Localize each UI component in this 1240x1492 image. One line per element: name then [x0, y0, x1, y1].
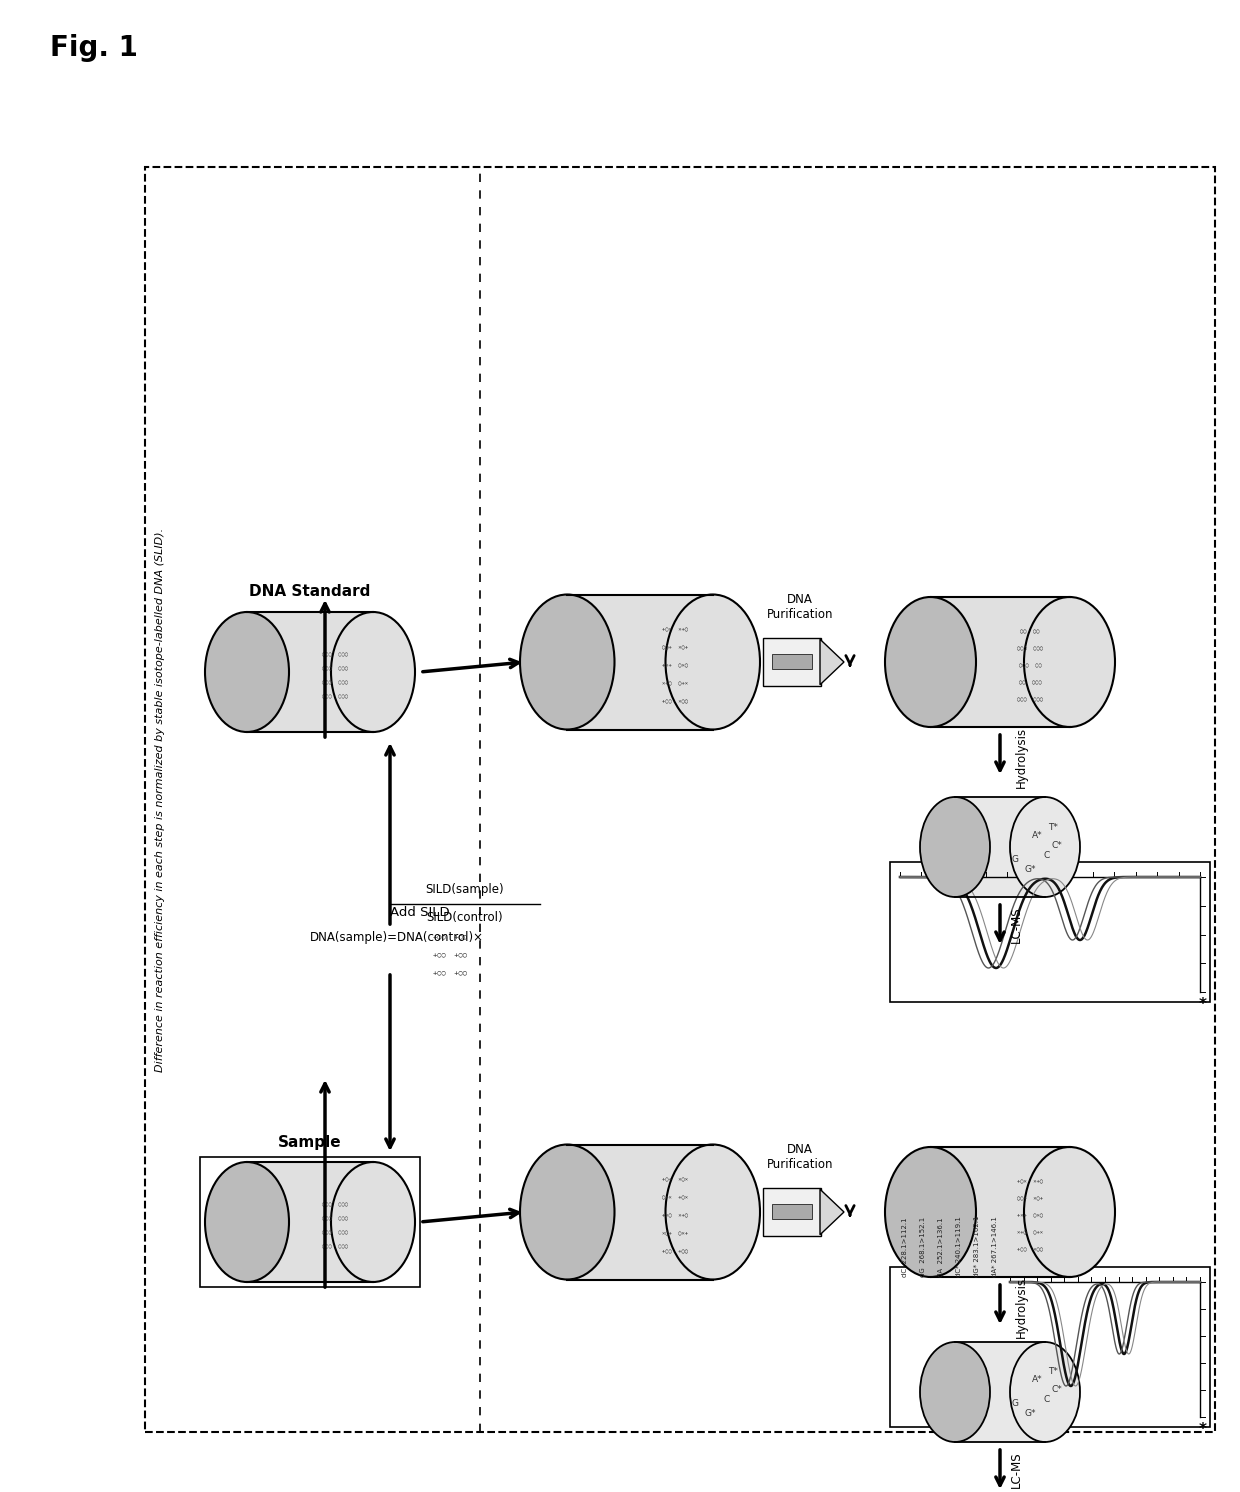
Text: A*: A*	[1032, 1376, 1043, 1385]
FancyBboxPatch shape	[890, 862, 1210, 1003]
Text: C*: C*	[1052, 840, 1063, 849]
Ellipse shape	[1024, 597, 1115, 727]
Text: ○○○  ○○○: ○○○ ○○○	[322, 1244, 348, 1249]
Text: ○○○  ○○○: ○○○ ○○○	[322, 680, 348, 685]
Text: +○○  ×○○: +○○ ×○○	[1017, 1247, 1043, 1252]
Text: +○○  ×○○: +○○ ×○○	[662, 700, 688, 704]
FancyBboxPatch shape	[200, 1156, 420, 1288]
Text: ○○○  ○○○: ○○○ ○○○	[322, 1216, 348, 1222]
Text: Difference in reaction efficiency in each step is normalized by stable isotope-l: Difference in reaction efficiency in eac…	[155, 528, 165, 1071]
Bar	[930, 597, 1069, 727]
Text: G: G	[1012, 855, 1018, 864]
Text: dG  268.1>152.1: dG 268.1>152.1	[920, 1217, 926, 1277]
Text: LC-MS: LC-MS	[1011, 907, 1023, 943]
Ellipse shape	[205, 1162, 289, 1282]
Text: +○×  ×+○: +○× ×+○	[1017, 1180, 1043, 1185]
Ellipse shape	[920, 797, 990, 897]
Text: +○○  +○○: +○○ +○○	[433, 932, 467, 938]
Text: ○○○  ○○○: ○○○ ○○○	[322, 652, 348, 658]
Text: ○○  ○○: ○○ ○○	[1021, 630, 1040, 634]
Text: +○○  +○○: +○○ +○○	[433, 968, 467, 974]
Text: G*: G*	[1024, 1410, 1035, 1419]
Text: ○○+  ×○+: ○○+ ×○+	[1017, 1197, 1043, 1201]
FancyBboxPatch shape	[763, 639, 821, 686]
Bar	[955, 1341, 1045, 1441]
Text: ○○○  ○○○: ○○○ ○○○	[1017, 646, 1043, 652]
Ellipse shape	[1024, 1147, 1115, 1277]
Text: A*: A*	[1032, 831, 1043, 840]
Ellipse shape	[331, 1162, 415, 1282]
Text: C: C	[1044, 1395, 1050, 1404]
Text: ○○○  ○○○: ○○○ ○○○	[322, 667, 348, 671]
Text: +○○  +○○: +○○ +○○	[662, 1249, 688, 1255]
Text: dA  252.1>136.1: dA 252.1>136.1	[937, 1217, 944, 1277]
Text: ○○○  ○○○: ○○○ ○○○	[1017, 697, 1043, 703]
Text: dC* 240.1>119.1: dC* 240.1>119.1	[956, 1216, 962, 1277]
FancyBboxPatch shape	[773, 653, 812, 668]
Text: ○○○  ○○○: ○○○ ○○○	[322, 1231, 348, 1235]
Text: ○○○  ○○○: ○○○ ○○○	[322, 1203, 348, 1207]
Text: +×+  ○×○: +×+ ○×○	[1017, 1213, 1043, 1219]
Text: LC-MS: LC-MS	[1011, 1452, 1023, 1489]
Text: Hydrolysis: Hydrolysis	[1016, 727, 1028, 788]
Text: Sample: Sample	[278, 1134, 342, 1149]
Bar	[955, 797, 1045, 897]
Text: T*: T*	[1048, 822, 1058, 831]
Ellipse shape	[331, 612, 415, 733]
Text: dC  228.1>112.1: dC 228.1>112.1	[901, 1217, 908, 1277]
Text: Hydrolysis: Hydrolysis	[1016, 1277, 1028, 1337]
Bar	[567, 1144, 713, 1280]
Text: Fig. 1: Fig. 1	[50, 34, 138, 63]
Text: dG* 283.1>162.1: dG* 283.1>162.1	[973, 1216, 980, 1277]
Text: ×○+  ○×+: ×○+ ○×+	[662, 1231, 688, 1237]
Ellipse shape	[1011, 797, 1080, 897]
Text: DNA
Purification: DNA Purification	[766, 592, 833, 621]
Text: DNA(sample)=DNA(control)×: DNA(sample)=DNA(control)×	[310, 931, 484, 943]
Text: T*: T*	[1048, 1368, 1058, 1377]
Polygon shape	[820, 1189, 844, 1235]
Text: dA* 267.1>146.1: dA* 267.1>146.1	[992, 1216, 998, 1277]
Bar	[930, 1147, 1069, 1277]
Text: ×+○  ○+×: ×+○ ○+×	[662, 682, 688, 686]
Text: G*: G*	[1024, 864, 1035, 873]
Text: Add SILD: Add SILD	[391, 906, 450, 919]
Polygon shape	[820, 639, 844, 685]
Ellipse shape	[520, 1144, 615, 1280]
Text: ○○○  ○○: ○○○ ○○	[1018, 664, 1042, 668]
Ellipse shape	[666, 1144, 760, 1280]
FancyBboxPatch shape	[763, 1188, 821, 1235]
Text: ○○+  ×○+: ○○+ ×○+	[662, 646, 688, 651]
Ellipse shape	[920, 1341, 990, 1441]
FancyBboxPatch shape	[145, 167, 1215, 1432]
Text: +○×  ×+○: +○× ×+○	[662, 628, 688, 633]
Text: +×+  ○×○: +×+ ○×○	[662, 664, 688, 668]
Ellipse shape	[205, 612, 289, 733]
Text: ○○○  ○○○: ○○○ ○○○	[322, 694, 348, 700]
Bar	[567, 594, 713, 730]
Text: C: C	[1044, 850, 1050, 859]
FancyBboxPatch shape	[773, 1204, 812, 1219]
Text: +×○  ×+○: +×○ ×+○	[662, 1213, 688, 1219]
Text: SILD(control): SILD(control)	[427, 910, 503, 924]
Text: *: *	[1199, 997, 1207, 1012]
Ellipse shape	[885, 597, 976, 727]
Ellipse shape	[520, 594, 615, 730]
Bar	[247, 612, 373, 733]
Text: ○○  ○○○: ○○ ○○○	[1018, 680, 1042, 685]
Text: ○+×  +○×: ○+× +○×	[662, 1195, 688, 1201]
Text: SILD(sample): SILD(sample)	[425, 883, 505, 897]
Text: ×+○  ○+×: ×+○ ○+×	[1017, 1231, 1043, 1235]
Bar	[247, 1162, 373, 1282]
Text: *: *	[1199, 1422, 1207, 1437]
Text: +○○  +○○: +○○ +○○	[433, 950, 467, 956]
Text: DNA
Purification: DNA Purification	[766, 1143, 833, 1171]
Text: +○+  ×○×: +○+ ×○×	[662, 1177, 688, 1183]
FancyBboxPatch shape	[890, 1267, 1210, 1426]
Text: G: G	[1012, 1399, 1018, 1408]
Ellipse shape	[885, 1147, 976, 1277]
Text: C*: C*	[1052, 1386, 1063, 1395]
Ellipse shape	[1011, 1341, 1080, 1441]
Ellipse shape	[666, 594, 760, 730]
Text: DNA Standard: DNA Standard	[249, 585, 371, 600]
